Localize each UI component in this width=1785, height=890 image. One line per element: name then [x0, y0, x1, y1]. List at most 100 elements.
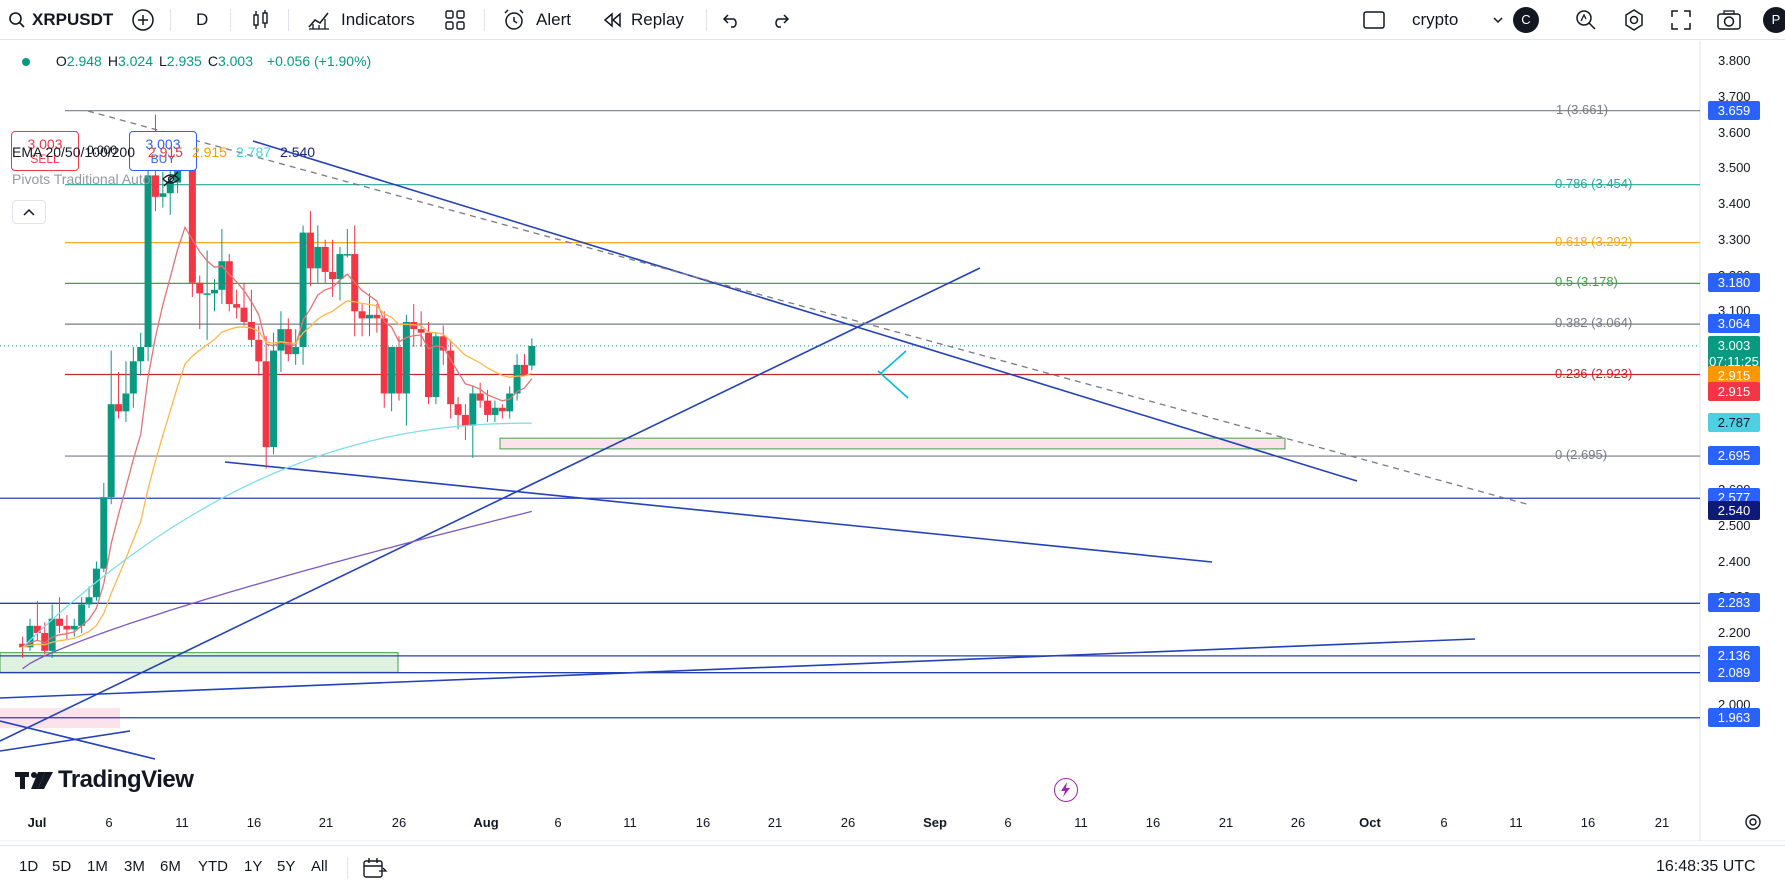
candle-body-40: [314, 246, 322, 269]
snapshot-button[interactable]: [1716, 0, 1742, 40]
market-status-icon: [22, 58, 30, 66]
tradingview-logo: TradingView: [14, 766, 194, 794]
fullscreen-button[interactable]: [1670, 0, 1692, 40]
price-axis-label: 3.800: [1718, 53, 1751, 68]
price-tag[interactable]: 2.787: [1708, 413, 1760, 433]
undo-button[interactable]: [722, 0, 742, 40]
indicators-icon: [308, 12, 329, 30]
price-tag[interactable]: 2.136: [1708, 645, 1760, 665]
fib-level-label: 0.382 (3.064): [1555, 315, 1633, 331]
range-all[interactable]: All: [311, 858, 328, 875]
range-6m[interactable]: 6M: [160, 858, 181, 875]
fib-level-label: 0.5 (3.178): [1555, 274, 1618, 290]
fib-level-label: 1 (3.661): [1556, 101, 1609, 117]
range-3m[interactable]: 3M: [124, 858, 145, 875]
candle-body-43: [336, 254, 344, 280]
candle-body-56: [432, 336, 440, 398]
chevron-down-icon: [1493, 17, 1503, 24]
candle-body-19: [159, 193, 167, 197]
candle-body-6: [63, 625, 71, 630]
price-tag[interactable]: 3.180: [1708, 272, 1760, 292]
indicators-button[interactable]: Indicators: [307, 0, 415, 40]
layout-select[interactable]: crypto: [1412, 0, 1504, 40]
time-axis-label: 16: [1580, 815, 1596, 830]
time-axis-label: 21: [767, 815, 783, 830]
quick-search-button[interactable]: [1574, 0, 1598, 40]
candle-body-26: [211, 289, 218, 294]
range-1d[interactable]: 1D: [19, 858, 39, 875]
layout-toggle-button[interactable]: [1362, 0, 1386, 40]
candle-body-4: [48, 618, 56, 651]
compare-symbol-button[interactable]: [131, 0, 155, 40]
rewind-icon: [603, 12, 621, 28]
avatar-letter: C: [1513, 7, 1539, 33]
candle-body-7: [70, 625, 78, 630]
pivots-legend[interactable]: Pivots Traditional Auto: [12, 171, 181, 187]
chart-pane[interactable]: O2.948 H3.024 L2.935 C3.003 +0.056 (+1.90%)…: [0, 41, 1785, 841]
clock-time[interactable]: 16:48:35 UTC: [1656, 858, 1756, 875]
settings-button[interactable]: [1622, 0, 1646, 40]
candle-body-42: [329, 271, 337, 280]
price-tag[interactable]: 2.540: [1708, 501, 1760, 521]
candle-body-50: [388, 347, 396, 394]
alert-button[interactable]: Alert: [502, 0, 571, 40]
candle-body-46: [358, 311, 366, 319]
sell-button[interactable]: 3.003 SELL: [11, 131, 79, 171]
redo-button[interactable]: [770, 0, 790, 40]
profile-button[interactable]: P: [1763, 0, 1785, 40]
price-tag[interactable]: 2.695: [1708, 446, 1760, 466]
candle-body-10: [92, 568, 100, 598]
search-icon: [9, 12, 25, 28]
price-tag[interactable]: 3.064: [1708, 314, 1760, 334]
range-ytd[interactable]: YTD: [198, 858, 228, 875]
candle-body-33: [262, 361, 270, 448]
candle-body-49: [380, 318, 388, 394]
candle-body-34: [270, 350, 278, 448]
gear-icon: [1745, 814, 1761, 830]
trend-line-4: [0, 720, 156, 760]
buy-button[interactable]: 3.003 BUY: [129, 131, 197, 171]
ohlc-value-H: 3.024: [117, 53, 153, 69]
tradingview-logo-icon: [15, 772, 53, 789]
price-tag[interactable]: 3.003: [1708, 335, 1760, 355]
ema-legend[interactable]: EMA 20/50/100/200 2.915 2.915 2.787 2.540: [12, 144, 315, 160]
price-chart[interactable]: [0, 41, 1785, 841]
price-tag[interactable]: 2.915: [1708, 365, 1760, 385]
time-axis-label: 21: [318, 815, 334, 830]
calendar-icon: [363, 858, 388, 878]
time-axis-label: 21: [1218, 815, 1234, 830]
grid-icon: [445, 10, 465, 30]
range-1m[interactable]: 1M: [87, 858, 108, 875]
candle-body-31: [247, 321, 255, 340]
price-tag[interactable]: 3.659: [1708, 101, 1760, 121]
price-tag[interactable]: 1.963: [1708, 707, 1760, 727]
collapse-legend-button[interactable]: [12, 200, 46, 224]
buy-price: 3.003: [145, 136, 181, 152]
scale-settings-button[interactable]: [1743, 812, 1763, 837]
time-axis-label: 11: [1509, 815, 1523, 830]
range-1y[interactable]: 1Y: [244, 858, 263, 875]
eye-off-icon[interactable]: [161, 171, 181, 187]
candle-body-39: [306, 232, 314, 269]
interval-button[interactable]: D: [196, 0, 208, 40]
time-axis-label: 26: [1290, 815, 1306, 830]
top-toolbar: XRPUSDT D Indicators Alert Replay crypto…: [0, 0, 1785, 40]
layout-avatar[interactable]: C: [1513, 0, 1539, 40]
ema-value-3: 2.540: [280, 144, 316, 160]
alert-label: Alert: [536, 10, 571, 29]
price-tag[interactable]: 2.283: [1708, 593, 1760, 613]
candle-body-30: [240, 307, 248, 322]
range-5y[interactable]: 5Y: [277, 858, 296, 875]
symbol-search[interactable]: XRPUSDT: [8, 0, 113, 40]
fib-level-label: 0.786 (3.454): [1555, 175, 1633, 191]
candle-body-9: [85, 597, 93, 605]
price-tag[interactable]: 2.915: [1708, 382, 1760, 402]
chart-type-button[interactable]: [250, 0, 272, 40]
economic-event-marker[interactable]: [1054, 778, 1078, 802]
replay-button[interactable]: Replay: [603, 0, 684, 40]
ohlc-key-O: O: [55, 53, 67, 69]
price-tag[interactable]: 2.089: [1708, 662, 1760, 682]
templates-button[interactable]: [444, 0, 466, 40]
date-range-button[interactable]: [362, 857, 388, 884]
range-5d[interactable]: 5D: [52, 858, 72, 875]
